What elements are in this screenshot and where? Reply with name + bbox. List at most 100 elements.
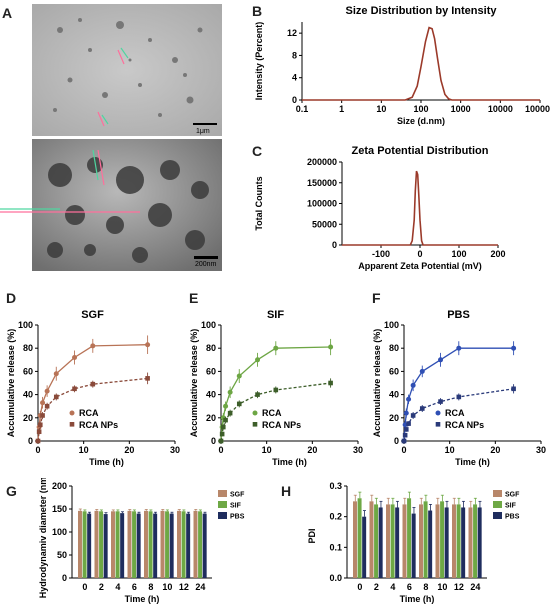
bar-pbs (153, 513, 158, 578)
legend-label-rca-nps: RCA NPs (262, 420, 301, 430)
legend-label-pbs: PBS (230, 514, 245, 521)
bar-sif (357, 498, 362, 578)
y-axis-label: Accumulative release (%) (189, 329, 199, 438)
data-point-rca-nps (438, 399, 443, 404)
y-tick-label: 150000 (307, 178, 337, 188)
x-tick-label: 20 (490, 445, 500, 455)
bar-sif (132, 511, 137, 578)
y-tick-label: 20 (206, 413, 216, 423)
chart-title: Zeta Potential Distribution (352, 145, 489, 157)
panel-letter-e: E (189, 290, 198, 306)
x-tick-label: 2 (374, 582, 379, 592)
panel-letter-d: D (6, 290, 16, 306)
bar-pbs (103, 514, 108, 578)
x-tick-label: 12 (454, 582, 464, 592)
x-tick-label: 10000 (488, 104, 513, 114)
y-tick-label: 8 (292, 50, 297, 60)
y-tick-label: 100000 (307, 199, 337, 209)
x-tick-label: -100 (372, 249, 390, 259)
y-axis-label: Total Counts (254, 176, 264, 230)
legend-label-sgf: SGF (505, 492, 520, 499)
data-point-rca-nps (410, 413, 416, 418)
data-point-rca (223, 403, 229, 409)
x-tick-label: 20 (124, 445, 134, 455)
y-axis-label: Hydrodynamiv diameter (nm) (38, 478, 48, 598)
y-tick-label: 100 (201, 320, 216, 330)
data-point-rca-nps (255, 392, 260, 397)
legend-label-rca-nps: RCA NPs (79, 420, 118, 430)
legend-marker-rca-nps (435, 422, 441, 427)
panel-letter-f: F (372, 290, 381, 306)
chart-title: SGF (81, 309, 104, 321)
legend-label-sif: SIF (230, 503, 242, 510)
data-point-rca (410, 382, 416, 388)
data-point-rca-nps (236, 401, 242, 407)
x-axis-label: Time (h) (125, 594, 160, 604)
data-point-rca (40, 400, 46, 406)
bar-sgf (369, 501, 374, 578)
y-tick-label: 150 (52, 504, 67, 514)
bar-pbs (362, 516, 367, 578)
data-point-rca-nps (328, 380, 333, 386)
legend-label-pbs: PBS (505, 514, 520, 521)
bar-sgf (160, 510, 165, 578)
x-tick-label: 0 (357, 582, 362, 592)
bar-sgf (419, 504, 423, 578)
data-point-rca-nps (401, 438, 407, 444)
data-point-rca-nps (72, 386, 77, 392)
x-tick-label: 0.1 (296, 104, 309, 114)
data-point-rca (406, 396, 412, 402)
series-line-rca-nps (220, 382, 331, 442)
y-tick-label: 0.2 (329, 512, 342, 522)
bar-sgf (386, 504, 390, 578)
bar-sgf (468, 507, 473, 578)
x-tick-label: 10 (376, 104, 386, 114)
x-tick-label: 30 (353, 445, 363, 455)
x-tick-label: 200 (490, 249, 505, 259)
x-tick-label: 8 (423, 582, 428, 592)
data-point-rca-nps (511, 386, 516, 392)
data-point-rca-nps (419, 406, 425, 411)
y-tick-label: 60 (206, 366, 216, 376)
data-point-rca-nps (223, 417, 228, 423)
y-tick-label: 200 (52, 481, 67, 491)
bar-sif (390, 504, 395, 578)
bar-pbs (395, 507, 400, 578)
x-tick-label: 30 (536, 445, 546, 455)
data-point-rca (456, 345, 462, 351)
data-point-rca (236, 373, 242, 379)
panel-a: A 1μm (0, 4, 222, 271)
x-tick-label: 0 (401, 445, 406, 455)
x-tick-label: 0 (417, 249, 422, 259)
panel-letter-h: H (281, 483, 291, 499)
x-tick-label: 0 (82, 582, 87, 592)
x-tick-label: 10 (162, 582, 172, 592)
legend-label-rca: RCA (445, 408, 465, 418)
y-axis-label: Accumulative release (%) (372, 329, 382, 438)
legend-marker-rca (69, 410, 75, 416)
data-point-rca-nps (403, 427, 409, 432)
data-point-rca-nps (406, 421, 411, 426)
bar-pbs (411, 513, 416, 578)
bar-sif (115, 511, 120, 578)
panel-c-zeta-distribution: C Zeta Potential Distribution 0 50000 100000… (252, 143, 506, 271)
data-point-rca (511, 345, 517, 351)
legend-swatch-sgf (218, 490, 227, 497)
data-point-rca (145, 342, 151, 348)
legend-swatch-sif (218, 501, 227, 508)
data-point-rca-nps (456, 394, 462, 400)
x-axis-label: Time (h) (89, 457, 124, 467)
y-tick-label: 40 (389, 390, 399, 400)
y-tick-label: 100 (18, 320, 33, 330)
bar-sif (82, 511, 87, 578)
panel-b-size-distribution: B Size Distribution by Intensity 0 4 8 12 0.1 1… (252, 3, 550, 126)
panel-letter-g: G (6, 483, 17, 499)
data-point-rca-nps (219, 431, 225, 437)
x-tick-label: 1 (339, 104, 344, 114)
legend-label-rca-nps: RCA NPs (445, 420, 484, 430)
chart-title: PBS (447, 309, 470, 321)
y-tick-label: 4 (292, 73, 297, 83)
data-point-rca (44, 388, 50, 394)
bar-sgf (127, 510, 132, 578)
y-tick-label: 80 (206, 343, 216, 353)
